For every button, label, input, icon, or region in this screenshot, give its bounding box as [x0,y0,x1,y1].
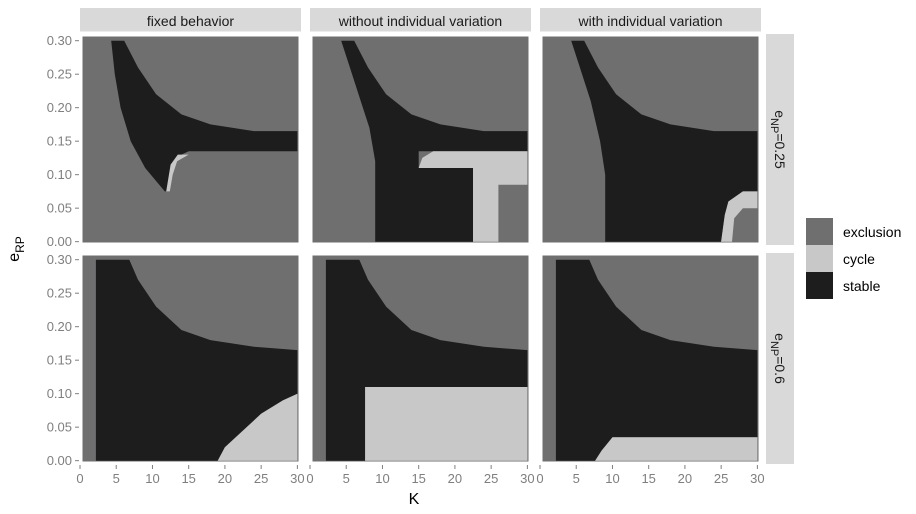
x-tick-label: 25 [484,471,498,486]
cycle-region [595,437,758,461]
x-tick-label: 10 [375,471,389,486]
legend-key-stable [806,272,833,299]
y-tick-label: 0.30 [47,252,72,267]
legend-label-exclusion: exclusion [843,224,901,240]
y-tick-label: 0.15 [47,353,72,368]
x-tick-label: 10 [605,471,619,486]
legend-label-cycle: cycle [843,251,875,267]
panel-0-0 [77,31,304,248]
y-tick-label: 0.05 [47,201,72,216]
y-axis-title-sub: RP [13,236,27,253]
cycle-region [217,393,298,461]
cycle-region [365,387,528,461]
panel-0-2 [537,31,764,248]
panel-frame [77,250,304,467]
panel-frame [77,31,304,248]
y-tick-label: 0.10 [47,167,72,182]
stable-region [95,259,298,461]
legend: exclusion cycle stable [806,218,901,299]
facet-strip-col-1 [310,8,531,33]
x-tick-label: 15 [641,471,655,486]
x-tick-label: 10 [145,471,159,486]
facet-strip-label-col-2: with individual variation [578,13,723,29]
x-tick-label: 15 [411,471,425,486]
facet-strip-label-col-1: without individual variation [338,13,502,29]
row-label-sub: NP [768,341,780,356]
x-tick-label: 0 [536,471,543,486]
y-axis-title-main: e [6,253,23,262]
facet-strip-row-1 [766,253,794,464]
facet-strip-label-col-0: fixed behavior [147,13,235,29]
panel-frame [307,31,534,248]
x-tick-label: 0 [306,471,313,486]
y-tick-label: 0.25 [47,286,72,301]
x-tick-label: 20 [448,471,462,486]
x-tick-label: 30 [520,471,534,486]
y-tick-label: 0.30 [47,33,72,48]
facet-strip-col-2 [540,8,761,33]
y-tick-label: 0.00 [47,234,72,249]
y-axis-title: eRP [6,236,27,262]
x-tick-label: 20 [218,471,232,486]
facet-strip-label-row-1: eNP=0.6 [768,333,788,384]
facet-strip-col-0 [80,8,301,33]
row-label-main: e [772,110,788,118]
stable-region [341,40,528,242]
cycle-region [721,191,758,242]
row-label-value: =0.25 [772,133,788,169]
y-tick-label: 0.20 [47,100,72,115]
legend-key-cycle [806,245,833,272]
x-tick-label: 5 [573,471,580,486]
legend-label-stable: stable [843,278,881,294]
x-tick-label: 5 [113,471,120,486]
x-tick-label: 30 [750,471,764,486]
row-label-main: e [772,333,788,341]
x-axis-title: K [409,491,420,508]
panel-1-0 [77,250,304,467]
stable-region [111,40,298,192]
x-tick-label: 25 [254,471,268,486]
panel-frame [307,250,534,467]
stable-region [325,259,528,461]
x-tick-label: 0 [76,471,83,486]
y-tick-label: 0.25 [47,67,72,82]
y-tick-label: 0.00 [47,453,72,468]
y-tick-label: 0.15 [47,134,72,149]
x-tick-label: 15 [181,471,195,486]
stable-region [555,259,758,461]
row-label-sub: NP [768,118,780,133]
legend-key-exclusion [806,218,833,245]
x-tick-label: 20 [678,471,692,486]
facet-strip-row-0 [766,34,794,245]
row-label-value: =0.6 [772,356,788,384]
cycle-region [418,151,528,242]
y-tick-label: 0.20 [47,319,72,334]
panel-frame [537,250,764,467]
panel-1-1 [307,250,534,467]
panel-frame [537,31,764,248]
panel-1-2 [537,250,764,467]
stable-region [571,40,758,242]
x-tick-label: 5 [343,471,350,486]
panel-0-1 [307,31,534,248]
y-tick-label: 0.05 [47,420,72,435]
facet-strip-label-row-0: eNP=0.25 [768,110,788,169]
cycle-region [166,154,189,192]
x-tick-label: 25 [714,471,728,486]
y-tick-label: 0.10 [47,386,72,401]
x-tick-label: 30 [290,471,304,486]
